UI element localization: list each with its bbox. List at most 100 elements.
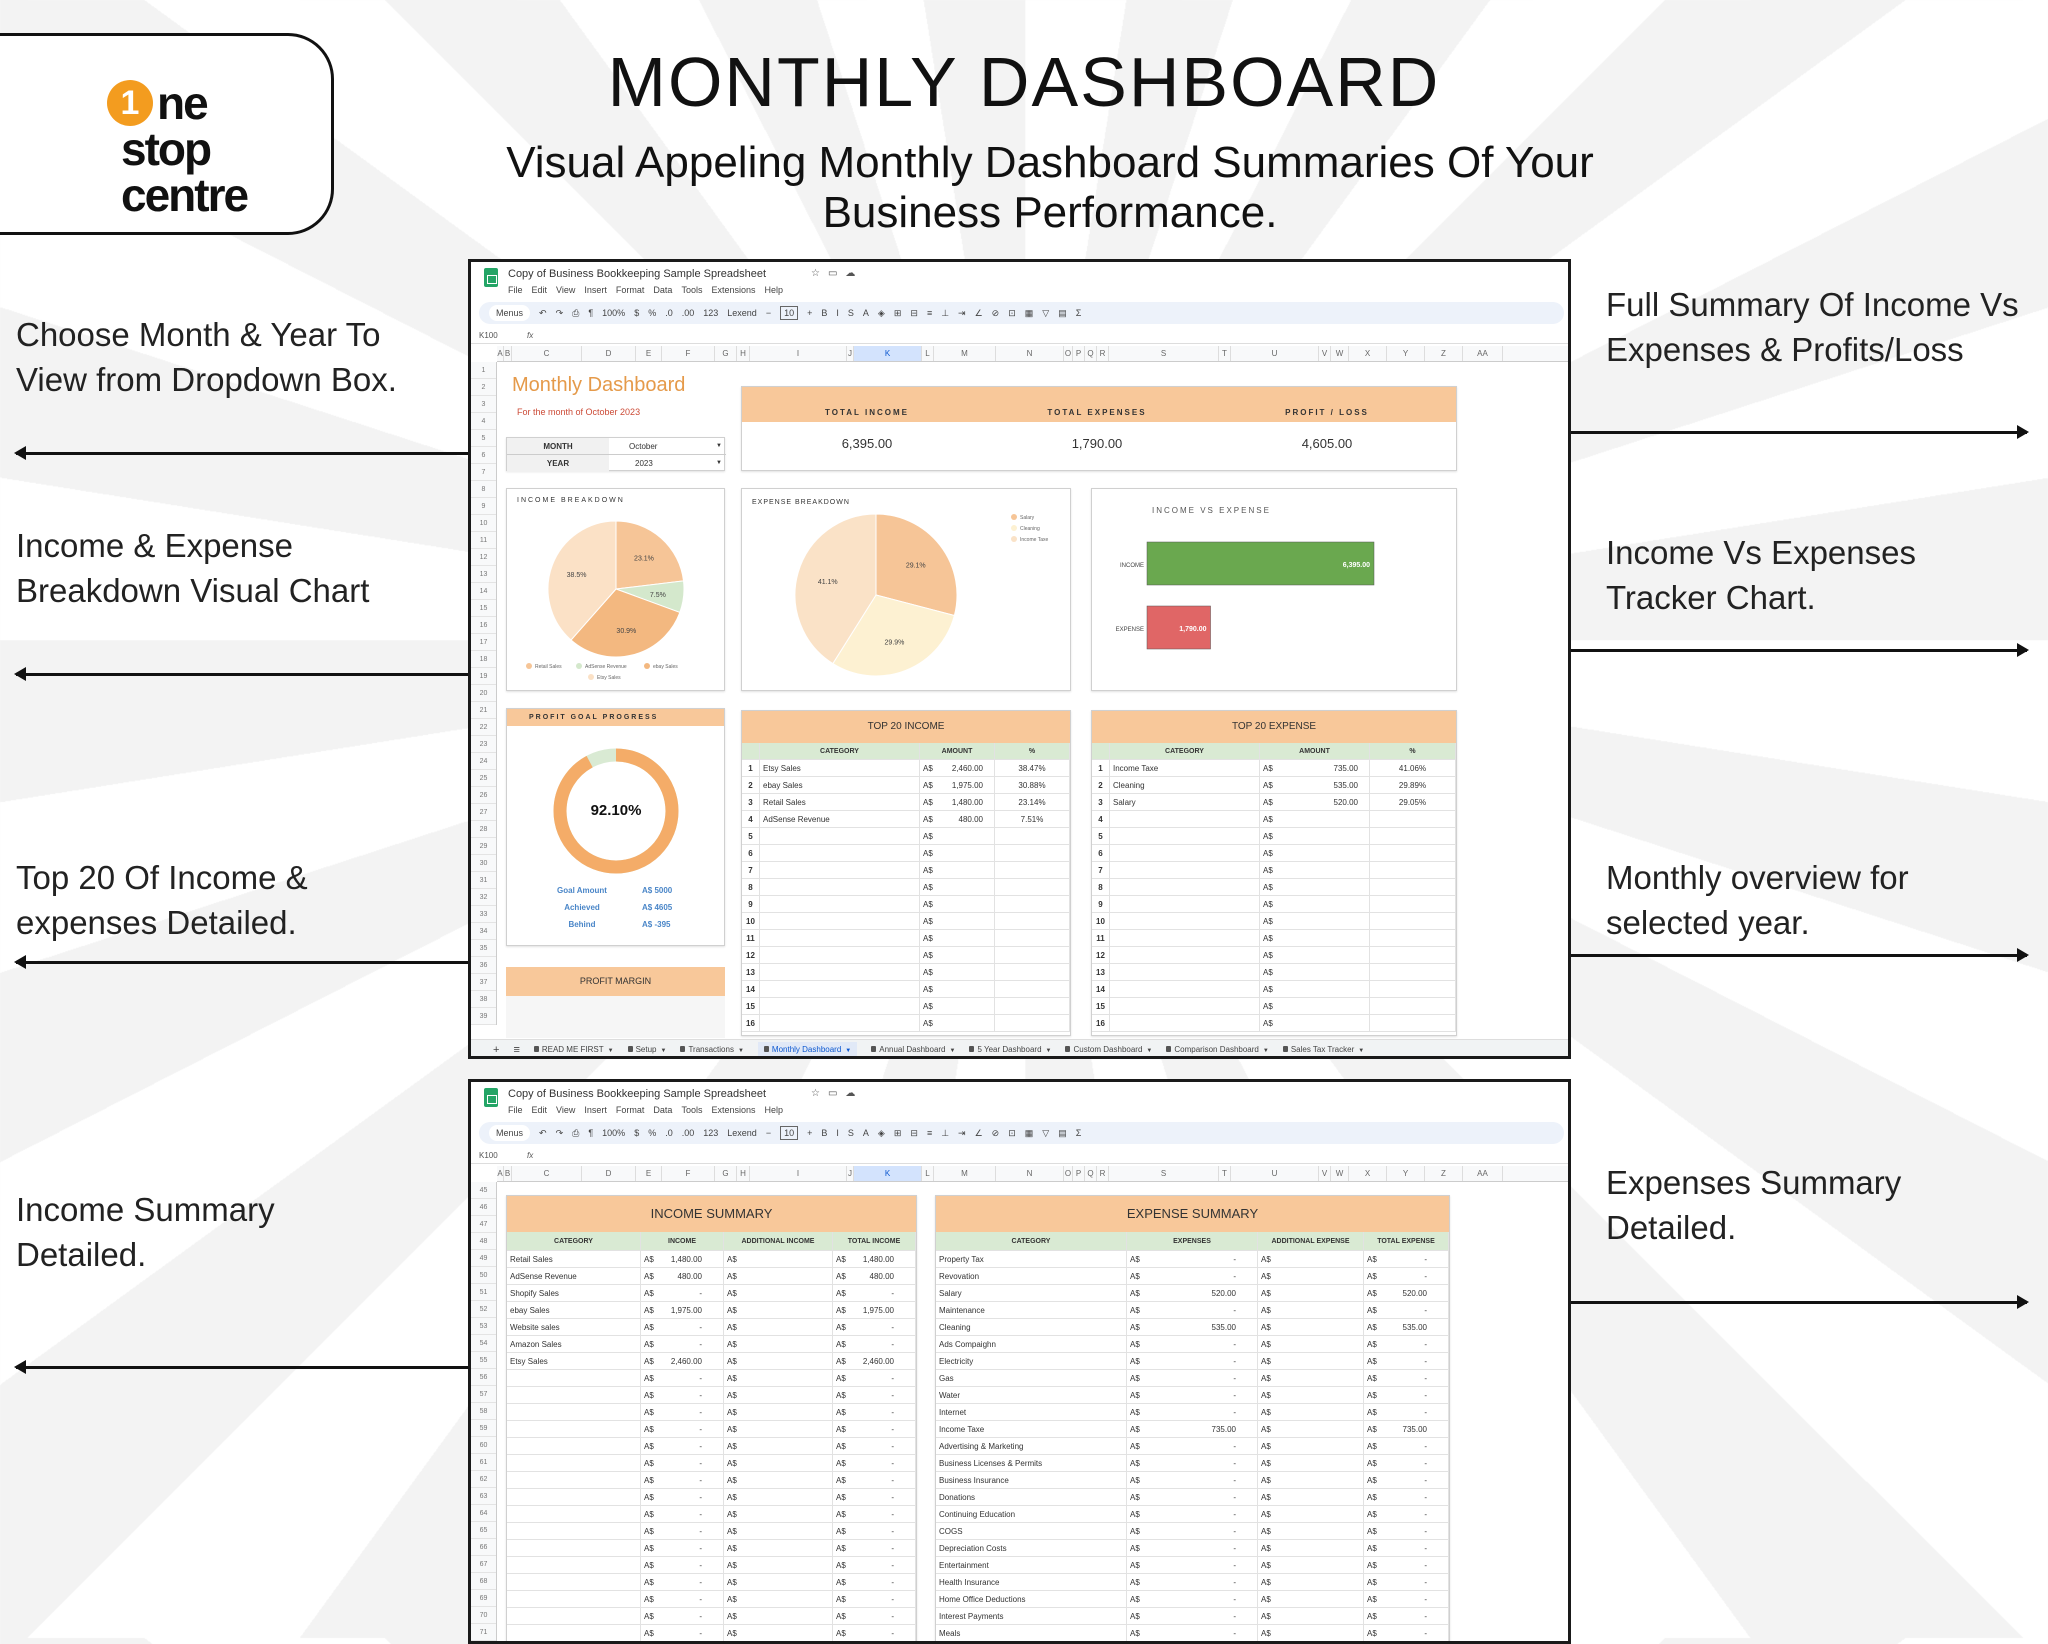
month-dropdown[interactable]: October ▼: [609, 438, 726, 455]
column-header[interactable]: V: [1319, 1166, 1331, 1181]
sheet-tab[interactable]: Transactions ▼: [680, 1044, 744, 1057]
row-header[interactable]: 70: [471, 1607, 496, 1624]
redo-icon[interactable]: ↷: [555, 1128, 564, 1138]
row-header[interactable]: 33: [471, 906, 496, 923]
wrap-icon[interactable]: ⇥: [958, 1128, 966, 1138]
column-header[interactable]: Z: [1425, 1166, 1463, 1181]
column-header[interactable]: K: [854, 1166, 922, 1181]
column-header[interactable]: R: [1097, 1166, 1109, 1181]
tab-menu-icon[interactable]: ▼: [845, 1047, 852, 1054]
column-header[interactable]: F: [662, 1166, 715, 1181]
minus-icon[interactable]: −: [765, 1128, 772, 1138]
column-header[interactable]: T: [1219, 346, 1231, 361]
zoom-select[interactable]: 100%: [602, 308, 626, 318]
link-icon[interactable]: ⊘: [991, 1128, 1000, 1138]
column-header[interactable]: H: [737, 346, 750, 361]
row-header[interactable]: 38: [471, 991, 496, 1008]
plus-icon[interactable]: +: [807, 1128, 813, 1138]
font-size-input[interactable]: 10: [780, 1126, 799, 1140]
row-header[interactable]: 47: [471, 1216, 496, 1233]
font-select[interactable]: Lexend: [727, 308, 757, 318]
text-color-button[interactable]: A: [862, 1128, 869, 1138]
column-header[interactable]: A: [497, 1166, 504, 1181]
print-icon[interactable]: ⎙: [572, 1128, 580, 1138]
row-header[interactable]: 36: [471, 957, 496, 974]
menu-extensions[interactable]: Extensions: [711, 285, 756, 295]
column-header[interactable]: E: [636, 346, 662, 361]
number-format-button[interactable]: 123: [703, 308, 719, 318]
plus-icon[interactable]: +: [807, 308, 813, 318]
row-header[interactable]: 71: [471, 1624, 496, 1641]
column-header[interactable]: K: [854, 346, 922, 361]
valign-icon[interactable]: ⊥: [941, 308, 950, 318]
filter-icon[interactable]: ▽: [1042, 308, 1050, 318]
print-icon[interactable]: ⎙: [572, 308, 580, 318]
column-header[interactable]: O: [1064, 346, 1073, 361]
comment-icon[interactable]: ⊡: [1008, 1128, 1016, 1138]
rotate-icon[interactable]: ∠: [974, 308, 983, 318]
row-header[interactable]: 22: [471, 719, 496, 736]
sheet-tab[interactable]: READ ME FIRST ▼: [533, 1044, 614, 1057]
row-header[interactable]: 17: [471, 634, 496, 651]
column-header[interactable]: T: [1219, 1166, 1231, 1181]
currency-format-button[interactable]: $: [634, 308, 640, 318]
year-dropdown[interactable]: 2023 ▼: [609, 455, 726, 472]
functions-button[interactable]: Σ: [1075, 308, 1082, 318]
pie-slice[interactable]: [875, 513, 958, 617]
row-header[interactable]: 4: [471, 413, 496, 430]
star-icon[interactable]: ☆: [811, 1088, 820, 1099]
sheet-tab[interactable]: 5 Year Dashboard ▼: [969, 1044, 1051, 1057]
column-header[interactable]: X: [1349, 346, 1387, 361]
row-header[interactable]: 26: [471, 787, 496, 804]
menu-format[interactable]: Format: [615, 285, 645, 295]
filter-views-icon[interactable]: ▤: [1058, 308, 1067, 318]
row-header[interactable]: 8: [471, 481, 496, 498]
row-header[interactable]: 16: [471, 617, 496, 634]
menu-insert[interactable]: Insert: [584, 285, 607, 295]
row-header[interactable]: 13: [471, 566, 496, 583]
tab-menu-icon[interactable]: ▼: [660, 1047, 667, 1054]
column-header[interactable]: D: [582, 1166, 636, 1181]
menu-data[interactable]: Data: [653, 285, 673, 295]
increase-decimal-button[interactable]: .00: [681, 1128, 695, 1138]
paint-format-icon[interactable]: ¶: [588, 1128, 594, 1138]
align-icon[interactable]: ≡: [926, 308, 933, 318]
menu-format[interactable]: Format: [615, 1105, 645, 1115]
font-select[interactable]: Lexend: [727, 1128, 757, 1138]
column-header[interactable]: D: [582, 346, 636, 361]
row-header[interactable]: 25: [471, 770, 496, 787]
minus-icon[interactable]: −: [765, 308, 772, 318]
comment-icon[interactable]: ⊡: [1008, 308, 1016, 318]
undo-icon[interactable]: ↶: [539, 308, 547, 318]
chart-icon[interactable]: ▦: [1024, 308, 1034, 318]
row-header[interactable]: 46: [471, 1199, 496, 1216]
row-header[interactable]: 61: [471, 1454, 496, 1471]
italic-button[interactable]: I: [836, 308, 839, 318]
bar-income[interactable]: [1146, 541, 1375, 586]
align-icon[interactable]: ≡: [926, 1128, 933, 1138]
row-header[interactable]: 53: [471, 1318, 496, 1335]
google-sheets-logo-icon[interactable]: [484, 1088, 498, 1107]
row-header[interactable]: 68: [471, 1573, 496, 1590]
name-box[interactable]: K100: [479, 1151, 498, 1160]
row-header[interactable]: 37: [471, 974, 496, 991]
row-header[interactable]: 31: [471, 872, 496, 889]
number-format-button[interactable]: 123: [703, 1128, 719, 1138]
pie-slice[interactable]: [615, 520, 685, 590]
row-header[interactable]: 5: [471, 430, 496, 447]
folder-icon[interactable]: ▭: [827, 268, 838, 279]
row-header[interactable]: 57: [471, 1386, 496, 1403]
column-header[interactable]: U: [1231, 1166, 1319, 1181]
search-menus-button[interactable]: Menus: [489, 305, 531, 321]
column-header[interactable]: N: [996, 346, 1064, 361]
row-header[interactable]: 54: [471, 1335, 496, 1352]
bold-button[interactable]: B: [821, 308, 828, 318]
fill-color-icon[interactable]: ◈: [877, 1128, 885, 1138]
column-header[interactable]: V: [1319, 346, 1331, 361]
row-header[interactable]: 60: [471, 1437, 496, 1454]
sheet-tab[interactable]: Sales Tax Tracker ▼: [1282, 1044, 1364, 1057]
document-title[interactable]: Copy of Business Bookkeeping Sample Spre…: [508, 268, 767, 280]
row-header[interactable]: 59: [471, 1420, 496, 1437]
column-header[interactable]: F: [662, 346, 715, 361]
folder-icon[interactable]: ▭: [827, 1088, 838, 1099]
